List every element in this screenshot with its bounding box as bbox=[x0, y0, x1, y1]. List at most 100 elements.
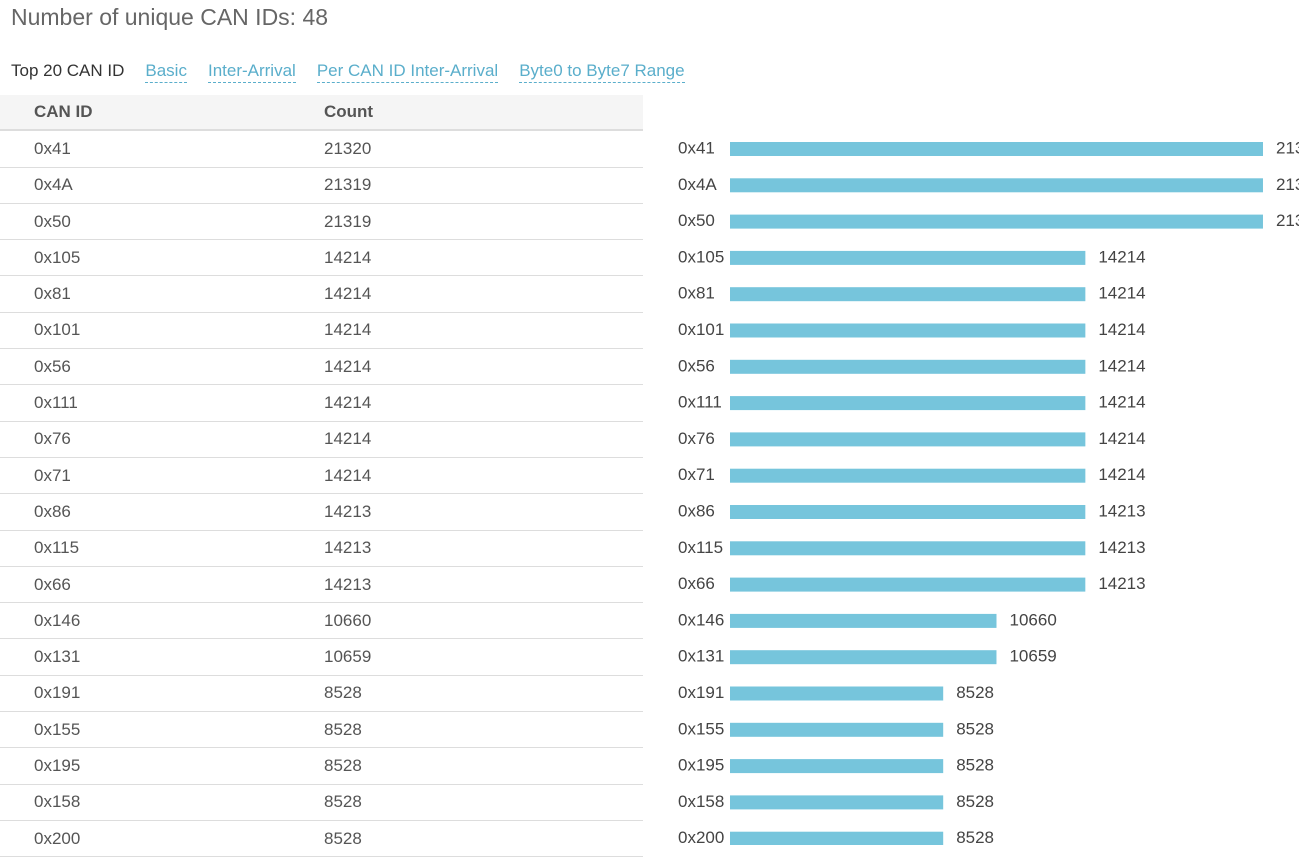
table-row: 0x50 21319 bbox=[0, 204, 643, 241]
table-row: 0x86 14213 bbox=[0, 494, 643, 531]
count-cell: 14213 bbox=[324, 538, 372, 558]
can-id-cell: 0x81 bbox=[34, 284, 71, 304]
can-id-cell: 0x56 bbox=[34, 356, 71, 376]
can-id-cell: 0x101 bbox=[34, 320, 81, 340]
value-label: 8528 bbox=[956, 683, 994, 702]
count-cell: 21319 bbox=[324, 175, 372, 195]
bar-label: 0x101 bbox=[678, 320, 724, 339]
bar bbox=[730, 323, 1086, 338]
value-label: 8528 bbox=[956, 756, 994, 775]
count-cell: 14214 bbox=[324, 429, 372, 449]
count-cell: 14213 bbox=[324, 574, 372, 594]
bar-label: 0x191 bbox=[678, 683, 724, 702]
value-label: 8528 bbox=[956, 792, 994, 811]
bar-label: 0x111 bbox=[678, 393, 722, 412]
table-row: 0x111 14214 bbox=[0, 385, 643, 422]
table-row: 0x76 14214 bbox=[0, 422, 643, 458]
table-row: 0x195 8528 bbox=[0, 748, 643, 785]
count-cell: 8528 bbox=[324, 792, 362, 812]
value-label: 21319 bbox=[1276, 175, 1299, 194]
value-label: 8528 bbox=[956, 828, 994, 845]
bar bbox=[730, 541, 1086, 556]
count-cell: 10660 bbox=[324, 610, 372, 630]
can-id-cell: 0x155 bbox=[34, 719, 81, 739]
bar bbox=[730, 396, 1086, 411]
table-row: 0x131 10659 bbox=[0, 639, 643, 676]
bar-label: 0x41 bbox=[678, 138, 715, 157]
bar bbox=[730, 142, 1263, 156]
table-row: 0x105 14214 bbox=[0, 240, 643, 277]
tab[interactable]: Top 20 CAN ID bbox=[11, 61, 125, 80]
can-id-cell: 0x146 bbox=[34, 610, 81, 630]
bar bbox=[730, 178, 1263, 193]
bar bbox=[730, 722, 944, 737]
count-cell: 8528 bbox=[324, 719, 362, 739]
bar bbox=[730, 831, 944, 845]
value-label: 14214 bbox=[1098, 429, 1145, 448]
value-label: 21320 bbox=[1276, 138, 1299, 157]
table-row: 0x4A 21319 bbox=[0, 168, 643, 204]
table-row: 0x200 8528 bbox=[0, 821, 643, 857]
count-cell: 10659 bbox=[324, 647, 372, 667]
bar bbox=[730, 686, 944, 701]
bar-label: 0x76 bbox=[678, 429, 715, 448]
tab[interactable]: Inter-Arrival bbox=[207, 61, 296, 83]
bar-chart: 0x41 21320 0x4A 21319 0x50 21319 0x105 14214 0x8… bbox=[678, 138, 1299, 845]
page-title: Number of unique CAN IDs: 48 bbox=[11, 4, 329, 30]
count-cell: 8528 bbox=[324, 683, 362, 703]
value-label: 14214 bbox=[1098, 356, 1145, 375]
bar-label: 0x56 bbox=[678, 356, 715, 375]
table-header: CAN ID Count bbox=[0, 95, 643, 132]
tab[interactable]: Per CAN ID Inter-Arrival bbox=[316, 61, 499, 83]
count-cell: 21319 bbox=[324, 211, 372, 231]
can-id-cell: 0x105 bbox=[34, 247, 81, 267]
can-id-cell: 0x158 bbox=[34, 792, 81, 812]
value-label: 10659 bbox=[1009, 647, 1056, 666]
bar bbox=[730, 650, 997, 665]
value-label: 14214 bbox=[1098, 320, 1145, 339]
table-row: 0x158 8528 bbox=[0, 785, 643, 821]
table-row: 0x81 14214 bbox=[0, 276, 643, 313]
table-row: 0x101 14214 bbox=[0, 313, 643, 350]
value-label: 21319 bbox=[1276, 211, 1299, 230]
bar-label: 0x131 bbox=[678, 647, 724, 666]
bar-label: 0x50 bbox=[678, 211, 715, 230]
can-id-cell: 0x66 bbox=[34, 574, 71, 594]
count-cell: 14214 bbox=[324, 393, 372, 413]
value-label: 14213 bbox=[1098, 538, 1145, 557]
bar bbox=[730, 613, 997, 628]
bar bbox=[730, 287, 1086, 302]
can-id-cell: 0x86 bbox=[34, 501, 71, 521]
count-cell: 8528 bbox=[324, 828, 362, 848]
count-table: CAN ID Count 0x41 21320 0x4A 21319 0x50 21319… bbox=[0, 95, 643, 857]
bar-label: 0x195 bbox=[678, 756, 724, 775]
can-id-cell: 0x115 bbox=[34, 538, 80, 558]
can-id-cell: 0x191 bbox=[34, 683, 81, 703]
tab[interactable]: Basic bbox=[145, 61, 187, 83]
bar-label: 0x81 bbox=[678, 284, 715, 303]
tab[interactable]: Byte0 to Byte7 Range bbox=[519, 61, 685, 83]
bar-label: 0x66 bbox=[678, 574, 715, 593]
value-label: 14213 bbox=[1098, 574, 1145, 593]
can-id-cell: 0x76 bbox=[34, 429, 71, 449]
value-label: 8528 bbox=[956, 719, 994, 738]
value-label: 14214 bbox=[1098, 247, 1145, 266]
value-label: 10660 bbox=[1010, 610, 1057, 629]
count-cell: 14214 bbox=[324, 284, 372, 304]
count-cell: 14214 bbox=[324, 465, 372, 485]
count-cell: 8528 bbox=[324, 755, 362, 775]
can-id-cell: 0x131 bbox=[34, 647, 81, 667]
table-row: 0x71 14214 bbox=[0, 458, 643, 495]
table-row: 0x56 14214 bbox=[0, 349, 643, 386]
bar-label: 0x146 bbox=[678, 610, 724, 629]
bar bbox=[730, 359, 1086, 374]
table-row: 0x146 10660 bbox=[0, 603, 643, 640]
header-cell: Count bbox=[324, 102, 374, 122]
can-id-cell: 0x195 bbox=[34, 755, 81, 775]
bar-label: 0x105 bbox=[678, 247, 724, 266]
can-id-cell: 0x111 bbox=[34, 393, 78, 413]
bar bbox=[730, 795, 944, 810]
bar-label: 0x71 bbox=[678, 465, 715, 484]
can-id-cell: 0x200 bbox=[34, 828, 81, 848]
table-row: 0x66 14213 bbox=[0, 567, 643, 604]
